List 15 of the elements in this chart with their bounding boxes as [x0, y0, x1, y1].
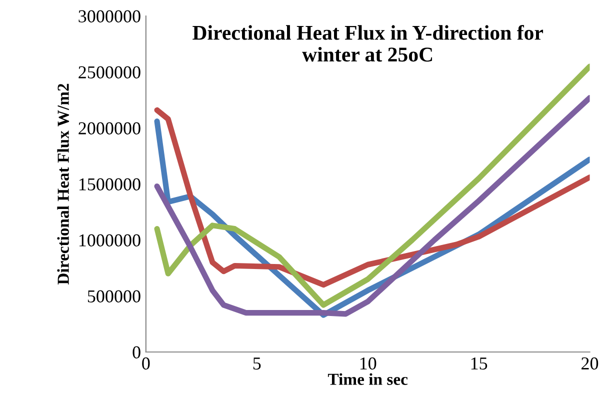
y-tick-label: 500000	[88, 290, 140, 302]
y-tick-label: 3000000	[78, 10, 140, 22]
y-tick-label: 1000000	[79, 234, 140, 246]
x-tick-label: 10	[360, 357, 376, 370]
y-tick-label: 0	[132, 346, 140, 358]
y-axis-title: Directional Heat Flux W/m2	[57, 84, 70, 285]
x-tick-label: 15	[471, 357, 488, 370]
y-tick-label: 2000000	[78, 122, 140, 134]
x-axis-title: Time in sec	[328, 373, 408, 385]
y-tick-label: 1500000	[79, 178, 140, 190]
y-tick-label: 2500000	[78, 66, 140, 78]
x-tick-label: 0	[142, 357, 150, 370]
x-tick-label: 5	[253, 358, 261, 370]
x-tick-label: 20	[582, 357, 598, 370]
text: Directional Heat Flux in Y-direction for winter at 25oC	[192, 24, 544, 62]
